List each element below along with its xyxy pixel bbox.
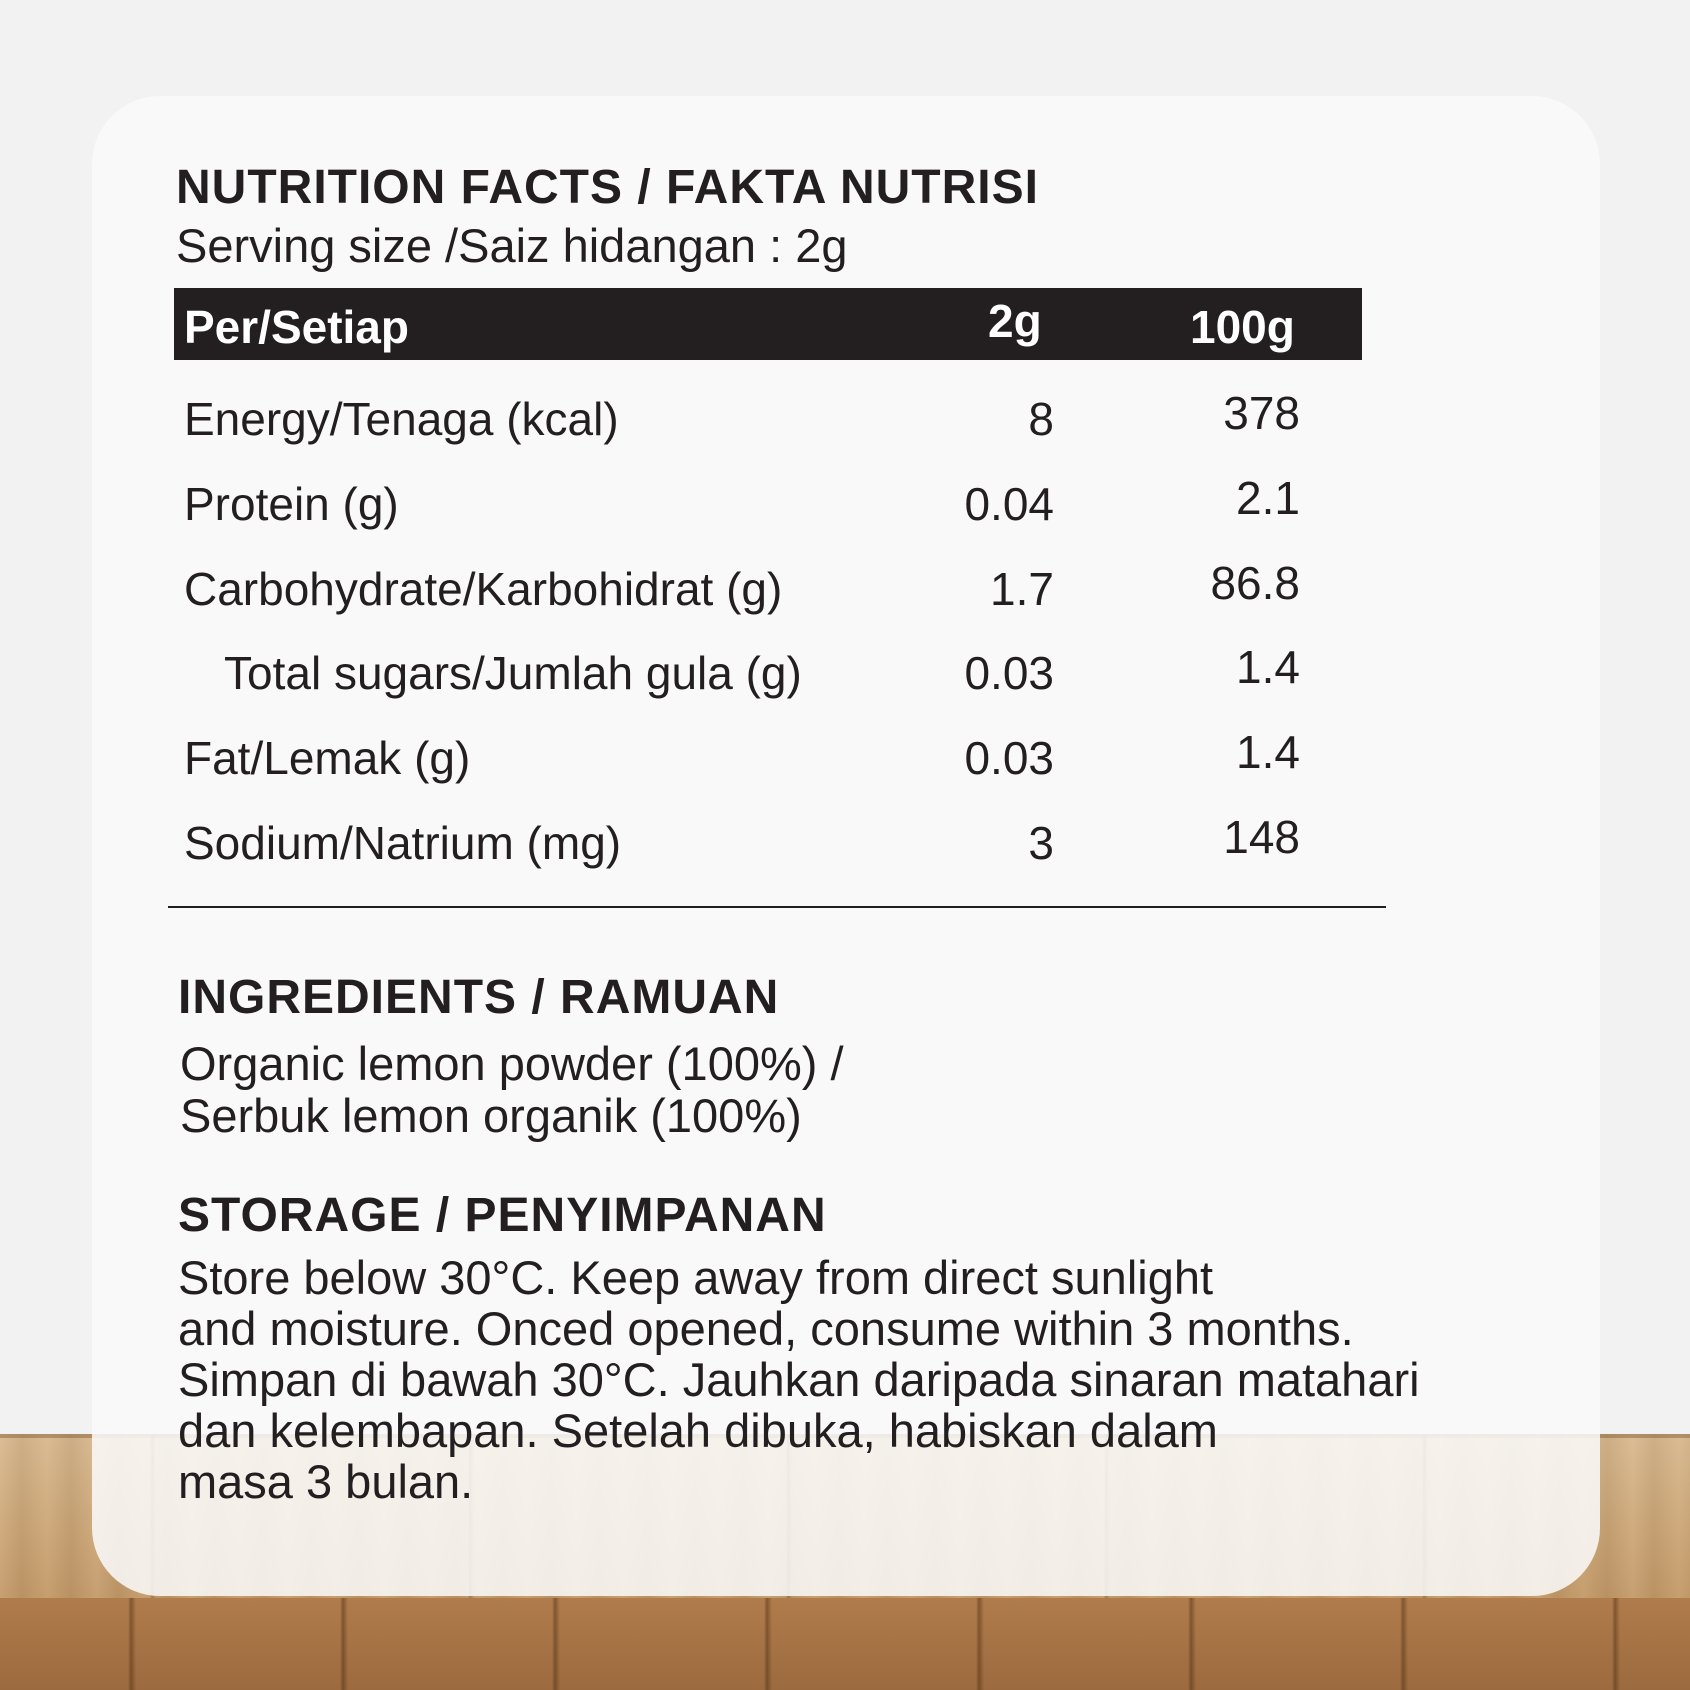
row-value-per-100g: 1.4 xyxy=(1236,641,1300,693)
storage-line: Store below 30°C. Keep away from direct … xyxy=(178,1251,1214,1304)
nutrition-title: NUTRITION FACTS / FAKTA NUTRISI xyxy=(176,161,1039,214)
table-row: Total sugars/Jumlah gula (g) 0.03 1.4 xyxy=(0,641,1690,716)
row-label: Sodium/Natrium (mg) xyxy=(184,817,622,869)
storage-line: dan kelembapan. Setelah dibuka, habiskan… xyxy=(178,1404,1218,1457)
row-value-per-100g: 378 xyxy=(1223,387,1300,439)
row-value-per-100g: 86.8 xyxy=(1210,557,1300,609)
row-value-per-serving: 8 xyxy=(1028,393,1054,445)
storage-line: masa 3 bulan. xyxy=(178,1455,474,1508)
row-value-per-100g: 148 xyxy=(1223,811,1300,863)
row-value-per-serving: 0.04 xyxy=(964,478,1054,530)
row-label: Carbohydrate/Karbohidrat (g) xyxy=(184,563,783,615)
table-row: Carbohydrate/Karbohidrat (g) 1.7 86.8 xyxy=(0,557,1690,632)
ingredients-line: Serbuk lemon organik (100%) xyxy=(180,1089,802,1142)
wooden-table-front xyxy=(0,1598,1690,1690)
row-label: Total sugars/Jumlah gula (g) xyxy=(224,647,802,699)
table-divider xyxy=(168,906,1386,908)
row-label: Fat/Lemak (g) xyxy=(184,732,471,784)
row-label: Energy/Tenaga (kcal) xyxy=(184,393,619,445)
row-value-per-serving: 1.7 xyxy=(990,563,1054,615)
table-row: Energy/Tenaga (kcal) 8 378 xyxy=(0,387,1690,462)
row-label: Protein (g) xyxy=(184,478,399,530)
header-per-label: Per/Setiap xyxy=(184,301,409,353)
table-row: Protein (g) 0.04 2.1 xyxy=(0,472,1690,547)
row-value-per-serving: 0.03 xyxy=(964,732,1054,784)
nutrition-table-header: Per/Setiap 2g 100g xyxy=(174,288,1362,360)
row-value-per-100g: 1.4 xyxy=(1236,726,1300,778)
header-col-100g: 100g xyxy=(1190,301,1295,353)
ingredients-line: Organic lemon powder (100%) / xyxy=(180,1037,844,1090)
serving-size: Serving size /Saiz hidangan : 2g xyxy=(176,219,848,272)
storage-title: STORAGE / PENYIMPANAN xyxy=(178,1189,827,1242)
header-col-2g: 2g xyxy=(988,295,1042,347)
table-row: Fat/Lemak (g) 0.03 1.4 xyxy=(0,726,1690,801)
row-value-per-serving: 0.03 xyxy=(964,647,1054,699)
row-value-per-100g: 2.1 xyxy=(1236,472,1300,524)
storage-line: and moisture. Onced opened, consume with… xyxy=(178,1302,1354,1355)
table-row: Sodium/Natrium (mg) 3 148 xyxy=(0,811,1690,886)
storage-line: Simpan di bawah 30°C. Jauhkan daripada s… xyxy=(178,1353,1420,1406)
ingredients-title: INGREDIENTS / RAMUAN xyxy=(178,971,780,1024)
row-value-per-serving: 3 xyxy=(1028,817,1054,869)
